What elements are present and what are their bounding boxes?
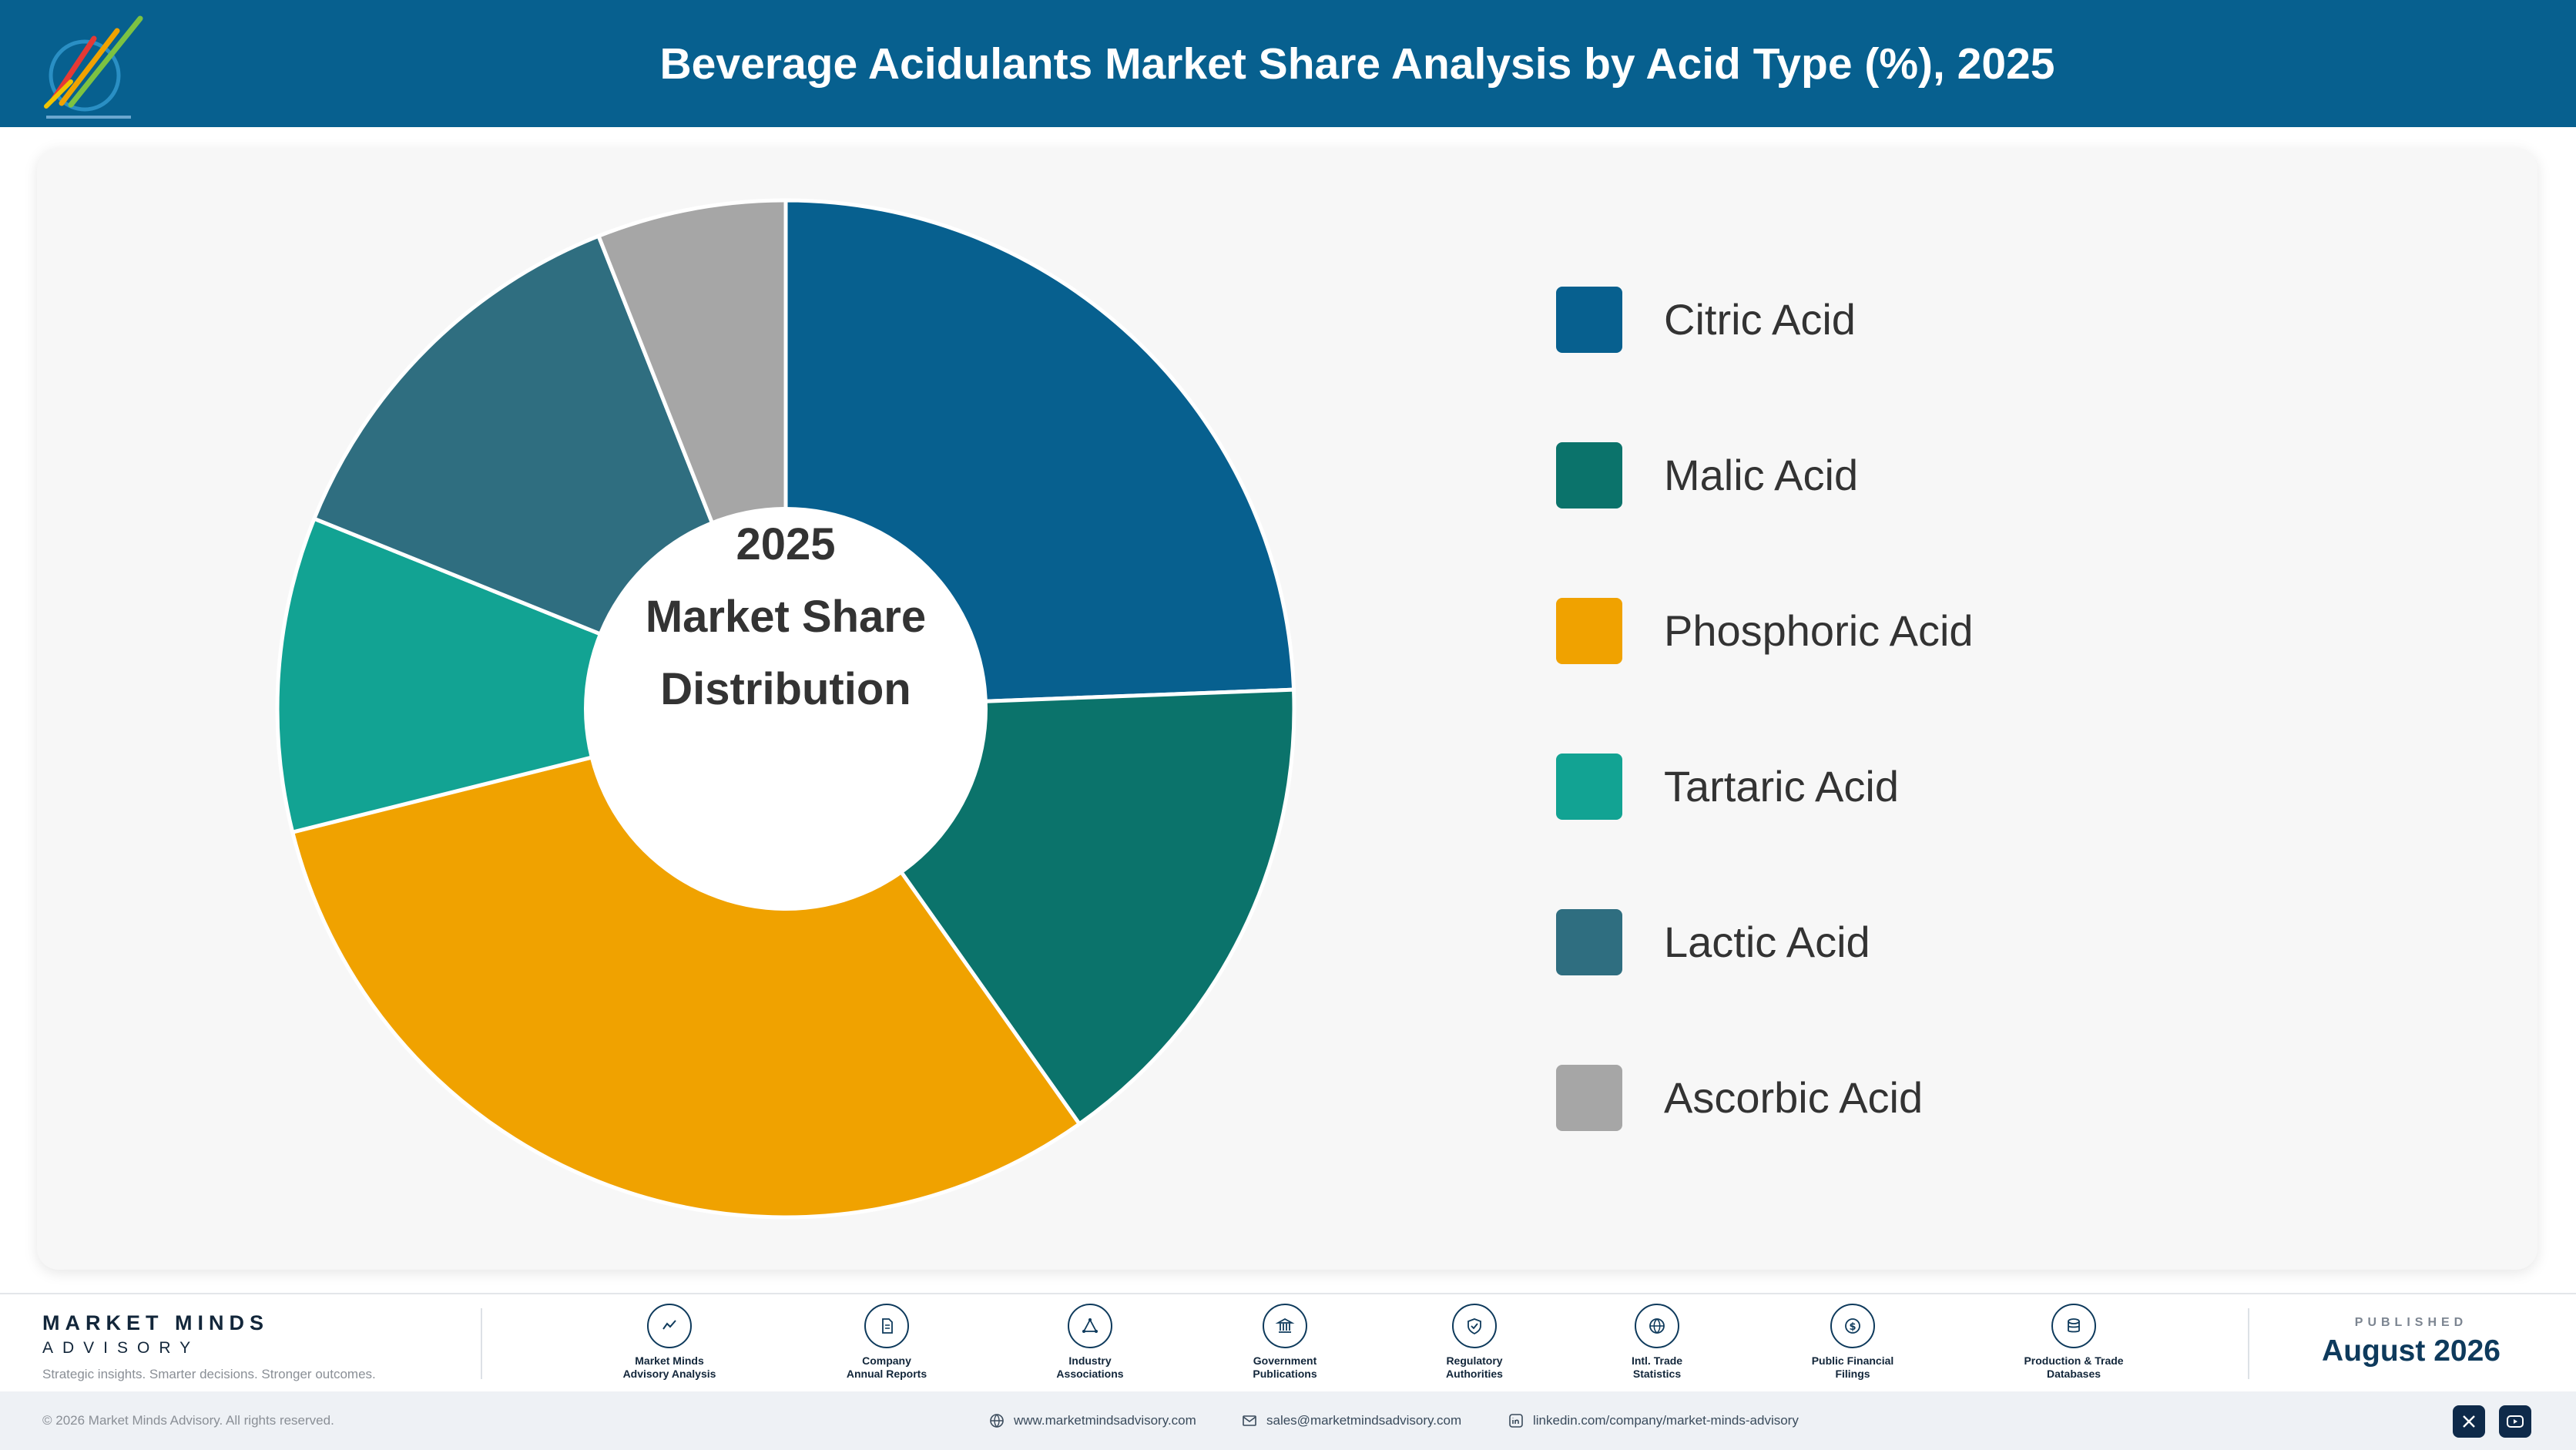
legend-swatch	[1556, 1065, 1622, 1131]
legend-swatch	[1556, 909, 1622, 975]
dollar-coin-icon: $	[1845, 1318, 1860, 1334]
legend-swatch	[1556, 442, 1622, 509]
brand-subtitle: ADVISORY	[42, 1339, 200, 1357]
source-item: Government Publications	[1196, 1304, 1374, 1381]
source-label-line2: Publications	[1253, 1368, 1317, 1380]
source-label-line2: Statistics	[1632, 1368, 1682, 1380]
source-item: Industry Associations	[1001, 1304, 1179, 1381]
source-label-line1: Intl. Trade	[1631, 1354, 1683, 1367]
source-item: Production & Trade Databases	[1985, 1304, 2162, 1381]
published-date: August 2026	[2322, 1334, 2501, 1368]
source-item: $ Public Financial Filings	[1764, 1304, 1941, 1381]
legend-item: Tartaric Acid	[1556, 754, 1974, 909]
email-text: sales@marketmindsadvisory.com	[1266, 1413, 1462, 1428]
legend-swatch	[1556, 754, 1622, 820]
youtube-social-button[interactable]	[2499, 1405, 2531, 1438]
brand-tagline: Strategic insights. Smarter decisions. S…	[42, 1367, 376, 1381]
footer: MARKET MINDS ADVISORY Strategic insights…	[0, 1293, 2576, 1393]
footer-divider	[2248, 1308, 2249, 1379]
source-item: Market Minds Advisory Analysis	[581, 1304, 758, 1381]
source-label-line1: Industry	[1068, 1354, 1112, 1367]
source-label-line2: Annual Reports	[846, 1368, 927, 1380]
source-label-line2: Advisory Analysis	[622, 1368, 716, 1380]
header-bar: Beverage Acidulants Market Share Analysi…	[0, 0, 2576, 127]
legend-label: Tartaric Acid	[1664, 762, 1899, 811]
database-icon	[2068, 1318, 2080, 1333]
source-label-line2: Databases	[2046, 1368, 2101, 1380]
source-label-line1: Government	[1253, 1354, 1317, 1367]
donut-hole	[584, 507, 988, 911]
page-title: Beverage Acidulants Market Share Analysi…	[659, 39, 2055, 89]
legend-item: Ascorbic Acid	[1556, 1065, 1974, 1220]
brand-name: MARKET MINDS	[42, 1311, 269, 1334]
legend-label: Phosphoric Acid	[1664, 606, 1974, 655]
x-social-button[interactable]	[2453, 1405, 2485, 1438]
source-label-line1: Company	[862, 1354, 911, 1367]
source-item: Intl. Trade Statistics	[1568, 1304, 1746, 1381]
legend-label: Ascorbic Acid	[1664, 1073, 1924, 1122]
pie-slice-tartaric-acid	[275, 515, 793, 835]
copyright-text: © 2026 Market Minds Advisory. All rights…	[42, 1413, 334, 1428]
legend-item: Phosphoric Acid	[1556, 598, 1974, 754]
published-label: PUBLISHED	[2354, 1316, 2468, 1329]
x-logo-icon	[2463, 1415, 2475, 1428]
globe-icon	[1649, 1318, 1665, 1334]
legend-item: Lactic Acid	[1556, 909, 1974, 1065]
donut-chart	[275, 200, 1294, 1220]
source-label-line2: Authorities	[1446, 1368, 1503, 1380]
footer-divider	[481, 1308, 482, 1379]
website-text: www.marketmindsadvisory.com	[1014, 1413, 1196, 1428]
source-item: Company Annual Reports	[798, 1304, 975, 1381]
donut-center-label: 2025 Market Share Distribution	[593, 509, 978, 726]
youtube-icon	[2507, 1415, 2524, 1428]
svg-text:$: $	[1849, 1321, 1856, 1333]
email-link[interactable]: sales@marketmindsadvisory.com	[1242, 1413, 1461, 1428]
source-label-line1: Market Minds	[635, 1354, 704, 1367]
mail-icon	[1243, 1415, 1256, 1426]
bottom-bar: © 2026 Market Minds Advisory. All rights…	[0, 1391, 2576, 1450]
chart-legend: Citric Acid Malic Acid Phosphoric Acid Tart…	[1556, 287, 1974, 1220]
network-icon	[1082, 1318, 1098, 1333]
legend-item: Citric Acid	[1556, 287, 1974, 442]
legend-item: Malic Acid	[1556, 442, 1974, 598]
center-label-line2: Market Share	[645, 592, 927, 642]
legend-label: Malic Acid	[1664, 451, 1859, 499]
legend-label: Citric Acid	[1664, 295, 1856, 344]
source-label-line1: Public Financial	[1811, 1354, 1894, 1367]
document-icon	[882, 1318, 893, 1334]
source-label-line1: Production & Trade	[2024, 1354, 2124, 1367]
linkedin-text: linkedin.com/company/market-minds-adviso…	[1533, 1413, 1799, 1428]
pie-slice-phosphoric-acid	[290, 707, 1082, 1220]
legend-swatch	[1556, 598, 1622, 664]
center-label-year: 2025	[736, 519, 836, 569]
shield-check-icon	[1467, 1318, 1481, 1335]
company-logo-icon	[44, 15, 143, 119]
legend-swatch	[1556, 287, 1622, 353]
government-building-icon	[1275, 1317, 1295, 1333]
source-label-line2: Filings	[1835, 1368, 1870, 1380]
linkedin-link[interactable]: linkedin.com/company/market-minds-adviso…	[1508, 1413, 1799, 1428]
legend-label: Lactic Acid	[1664, 918, 1870, 966]
source-item: Regulatory Authorities	[1386, 1304, 1563, 1381]
website-link[interactable]: www.marketmindsadvisory.com	[989, 1413, 1196, 1428]
linkedin-icon	[1509, 1414, 1523, 1428]
source-label-line2: Associations	[1056, 1368, 1124, 1380]
center-label-line3: Distribution	[660, 664, 911, 714]
globe-icon	[990, 1414, 1004, 1428]
chart-line-icon	[662, 1320, 676, 1330]
source-label-line1: Regulatory	[1446, 1354, 1503, 1367]
